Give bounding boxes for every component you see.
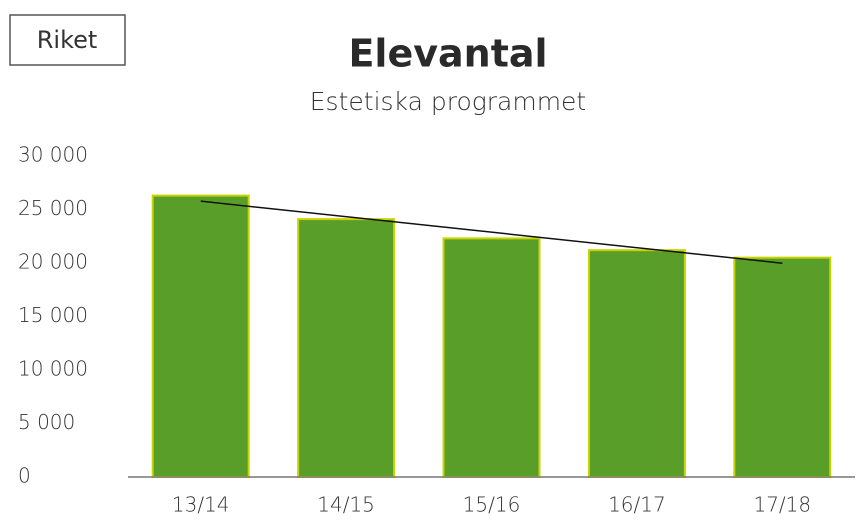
region-label: Riket [37,26,98,54]
trend-line [200,200,783,264]
x-tick-label: 17/18 [753,493,811,517]
x-tick-label: 16/17 [608,493,666,517]
y-tick-label: 20 000 [18,250,88,274]
bar [733,256,832,478]
bar [442,237,541,478]
x-tick-label: 15/16 [463,493,521,517]
y-tick-label: 25 000 [18,196,88,220]
x-tick-label: 14/15 [317,493,375,517]
y-tick-label: 10 000 [18,357,88,381]
chart-title: Elevantal [348,32,547,76]
y-tick-label: 5 000 [18,410,75,434]
bar [587,249,686,478]
y-tick-label: 15 000 [18,303,88,327]
label-box [9,14,126,66]
bar [151,194,250,478]
y-tick-label: 30 000 [18,143,88,167]
x-tick-label: 13/14 [172,493,230,517]
bar [297,218,396,478]
y-tick-label: 0 [18,464,31,488]
chart-subtitle: Estetiska programmet [310,87,586,116]
